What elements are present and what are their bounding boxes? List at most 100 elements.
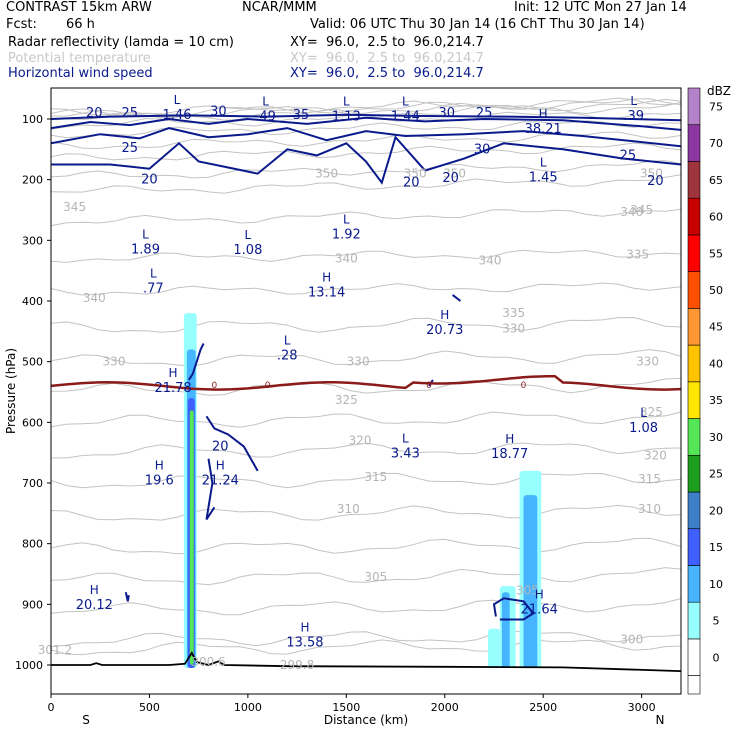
extremum-marker: L [284, 334, 291, 348]
x-axis-right-end: N [656, 713, 665, 727]
extremum-value: 38.21 [525, 122, 562, 137]
extremum-value: 1.45 [529, 170, 558, 185]
theta-label: 330 [103, 355, 126, 369]
theta-contour [51, 598, 681, 616]
wind-label: 25 [121, 106, 138, 121]
colorbar-swatch [687, 87, 701, 126]
y-tick-label: 300 [22, 234, 43, 247]
theta-contour [51, 208, 681, 227]
colorbar-swatch [687, 565, 701, 603]
freezing-line [51, 374, 681, 391]
theta-label: 340 [479, 253, 502, 267]
theta-label: 345 [63, 200, 86, 214]
wind-contour [124, 591, 130, 602]
field-reflectivity-name: Radar reflectivity (lamda = 10 cm) [8, 35, 234, 50]
extremum-marker: L [402, 431, 409, 445]
theta-label: 320 [644, 449, 667, 463]
init-time: Init: 12 UTC Mon 27 Jan 14 [514, 0, 687, 15]
colorbar-label: 10 [709, 578, 723, 591]
extremum-marker: L [142, 228, 149, 242]
colorbar-swatch [687, 638, 701, 676]
colorbar-swatch [687, 381, 701, 419]
org-label: NCAR/MMM [242, 0, 317, 15]
terrain-surface-line [51, 651, 681, 672]
colorbar-label: 50 [709, 284, 723, 297]
wind-contour [205, 415, 259, 472]
extremum-marker: H [505, 432, 514, 446]
extremum-marker: H [216, 459, 225, 473]
x-tick-label: 2000 [431, 701, 459, 714]
wind-contour [51, 113, 681, 122]
theta-contour [51, 504, 681, 521]
extremum-value: 1.13 [332, 110, 361, 125]
x-tick-label: 3000 [628, 701, 656, 714]
y-tick-label: 700 [22, 477, 43, 490]
radar-reflectivity-shading [183, 313, 542, 669]
colorbar-label: 5 [713, 615, 720, 628]
theta-label: 350 [640, 167, 663, 181]
extremum-value: .39 [623, 109, 644, 124]
x-tick-label: 0 [48, 701, 55, 714]
theta-label: 305 [516, 583, 539, 597]
colorbar-label: 45 [709, 321, 723, 334]
theta-contour [51, 316, 681, 333]
wind-contour [205, 458, 216, 520]
extremum-marker: H [539, 107, 548, 121]
theta-label: 335 [502, 306, 525, 320]
extremum-value: 21.64 [521, 602, 558, 617]
extremum-value: 1.92 [332, 227, 361, 242]
extremum-value: 1.08 [233, 243, 262, 258]
colorbar-swatch [687, 344, 701, 383]
freezing-label: 0 [521, 381, 527, 391]
wind-contour [51, 135, 681, 185]
theta-contour [51, 537, 681, 555]
x-axis-title: Distance (km) [324, 713, 408, 727]
extremum-marker: H [300, 621, 309, 635]
colorbar-swatch [687, 234, 701, 272]
wind-contour [51, 116, 681, 131]
colorbar-swatch [687, 491, 701, 530]
theta-label: 330 [502, 321, 525, 335]
theta-contour [51, 174, 681, 194]
freezing-label: 0 [265, 381, 271, 391]
wind-label: 20 [647, 174, 664, 189]
field-wind-name: Horizontal wind speed [8, 66, 153, 81]
theta-contour [51, 411, 681, 428]
freezing-label: 0 [426, 381, 432, 391]
colorbar: dBZ 0 5 10 15 20 25 30 35 40 45 50 55 60 65 70 75 [687, 84, 731, 695]
extremum-value: 1.89 [131, 243, 160, 258]
colorbar-label: 60 [709, 211, 723, 224]
extremum-marker: L [540, 155, 547, 169]
wind-label: 20 [403, 176, 420, 191]
field-theta-xy: XY= 96.0, 2.5 to 96.0,214.7 [290, 51, 484, 66]
wind-label: 25 [121, 141, 138, 156]
extremum-marker: H [322, 271, 331, 285]
extremum-marker: H [535, 587, 544, 601]
x-tick-label: 500 [139, 701, 160, 714]
extremum-marker: L [343, 95, 350, 109]
colorbar-label: 25 [709, 468, 723, 481]
x-axis-left-end: S [82, 713, 90, 727]
wind-label: 25 [620, 148, 637, 163]
colorbar-swatch [687, 271, 701, 309]
theta-contour [51, 442, 681, 459]
extremum-marker: H [155, 459, 164, 473]
colorbar-swatch [687, 161, 701, 199]
extremum-value: .49 [255, 110, 276, 125]
extremum-value: 20.12 [76, 598, 113, 613]
wind-contour [451, 294, 462, 302]
extremum-value: 21.24 [202, 474, 239, 489]
theta-label: 330 [347, 355, 370, 369]
colorbar-swatch [687, 124, 701, 162]
wind-speed-contours [51, 113, 681, 621]
extremum-marker: L [630, 94, 637, 108]
wind-contour [492, 597, 535, 621]
fcst-label: Fcst: [6, 17, 37, 32]
theta-label: 330 [636, 355, 659, 369]
y-tick-label: 600 [22, 416, 43, 429]
colorbar-swatch [687, 308, 701, 346]
extremum-value: 1.08 [629, 421, 658, 436]
